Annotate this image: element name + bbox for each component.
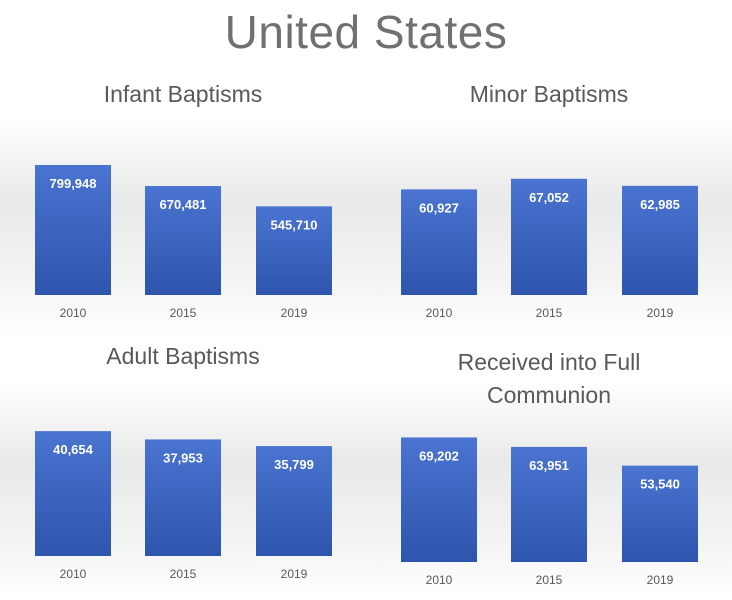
chart-title: Minor Baptisms (469, 81, 629, 107)
bar-2019 (622, 465, 698, 562)
bar-chart-minor-baptisms: 60,927 2010 67,052 2015 62,985 2019 (401, 178, 698, 320)
bar-2015 (511, 446, 587, 562)
bar-2019 (256, 446, 332, 556)
category-label: 2015 (536, 306, 563, 320)
chart-title: Received into Full Communion (457, 349, 641, 408)
data-label: 799,948 (50, 176, 97, 191)
chart-panel-received-full-communion: Received into Full Communion 69,202 2010 6… (366, 340, 732, 598)
data-label: 37,953 (163, 450, 203, 465)
data-label: 35,799 (274, 457, 314, 472)
data-label: 67,052 (529, 190, 569, 205)
bar-2019 (256, 206, 332, 295)
category-label: 2015 (170, 567, 197, 581)
chart-title: Infant Baptisms (103, 81, 263, 107)
data-label: 60,927 (419, 200, 459, 215)
bar-2010 (401, 189, 477, 295)
data-label: 545,710 (271, 217, 318, 232)
category-label: 2015 (170, 306, 197, 320)
bar-chart-received-full-communion: 69,202 2010 63,951 2015 53,540 2019 (401, 437, 698, 587)
category-label: 2019 (281, 567, 308, 581)
category-label: 2010 (426, 306, 453, 320)
data-label: 670,481 (160, 197, 207, 212)
bar-2015 (145, 186, 221, 295)
bar-2015 (511, 178, 587, 295)
chart-title: Adult Baptisms (106, 343, 260, 369)
data-label: 69,202 (419, 448, 459, 463)
page-title: United States (224, 6, 508, 58)
category-label: 2010 (60, 306, 87, 320)
bar-chart-infant-baptisms: 799,948 2010 670,481 2015 545,710 2019 (35, 165, 332, 320)
bar-2019 (622, 185, 698, 295)
data-label: 53,540 (640, 477, 680, 492)
data-label: 40,654 (53, 442, 94, 457)
bar-2015 (145, 439, 221, 556)
bar-2010 (35, 431, 111, 556)
category-label: 2019 (647, 573, 674, 587)
category-label: 2019 (281, 306, 308, 320)
bar-chart-adult-baptisms: 40,654 2010 37,953 2015 35,799 2019 (35, 431, 332, 581)
bar-2010 (401, 437, 477, 562)
data-label: 63,951 (529, 458, 569, 473)
data-label: 62,985 (640, 197, 680, 212)
chart-panel-adult-baptisms: Adult Baptisms 40,654 2010 37,953 2015 35,79… (0, 340, 366, 598)
chart-panel-minor-baptisms: Minor Baptisms 60,927 2010 67,052 2015 62,98… (366, 78, 732, 336)
chart-panel-infant-baptisms: Infant Baptisms 799,948 2010 670,481 2015 54… (0, 78, 366, 336)
bar-2010 (35, 165, 111, 295)
category-label: 2019 (647, 306, 674, 320)
category-label: 2010 (426, 573, 453, 587)
category-label: 2015 (536, 573, 563, 587)
category-label: 2010 (60, 567, 87, 581)
